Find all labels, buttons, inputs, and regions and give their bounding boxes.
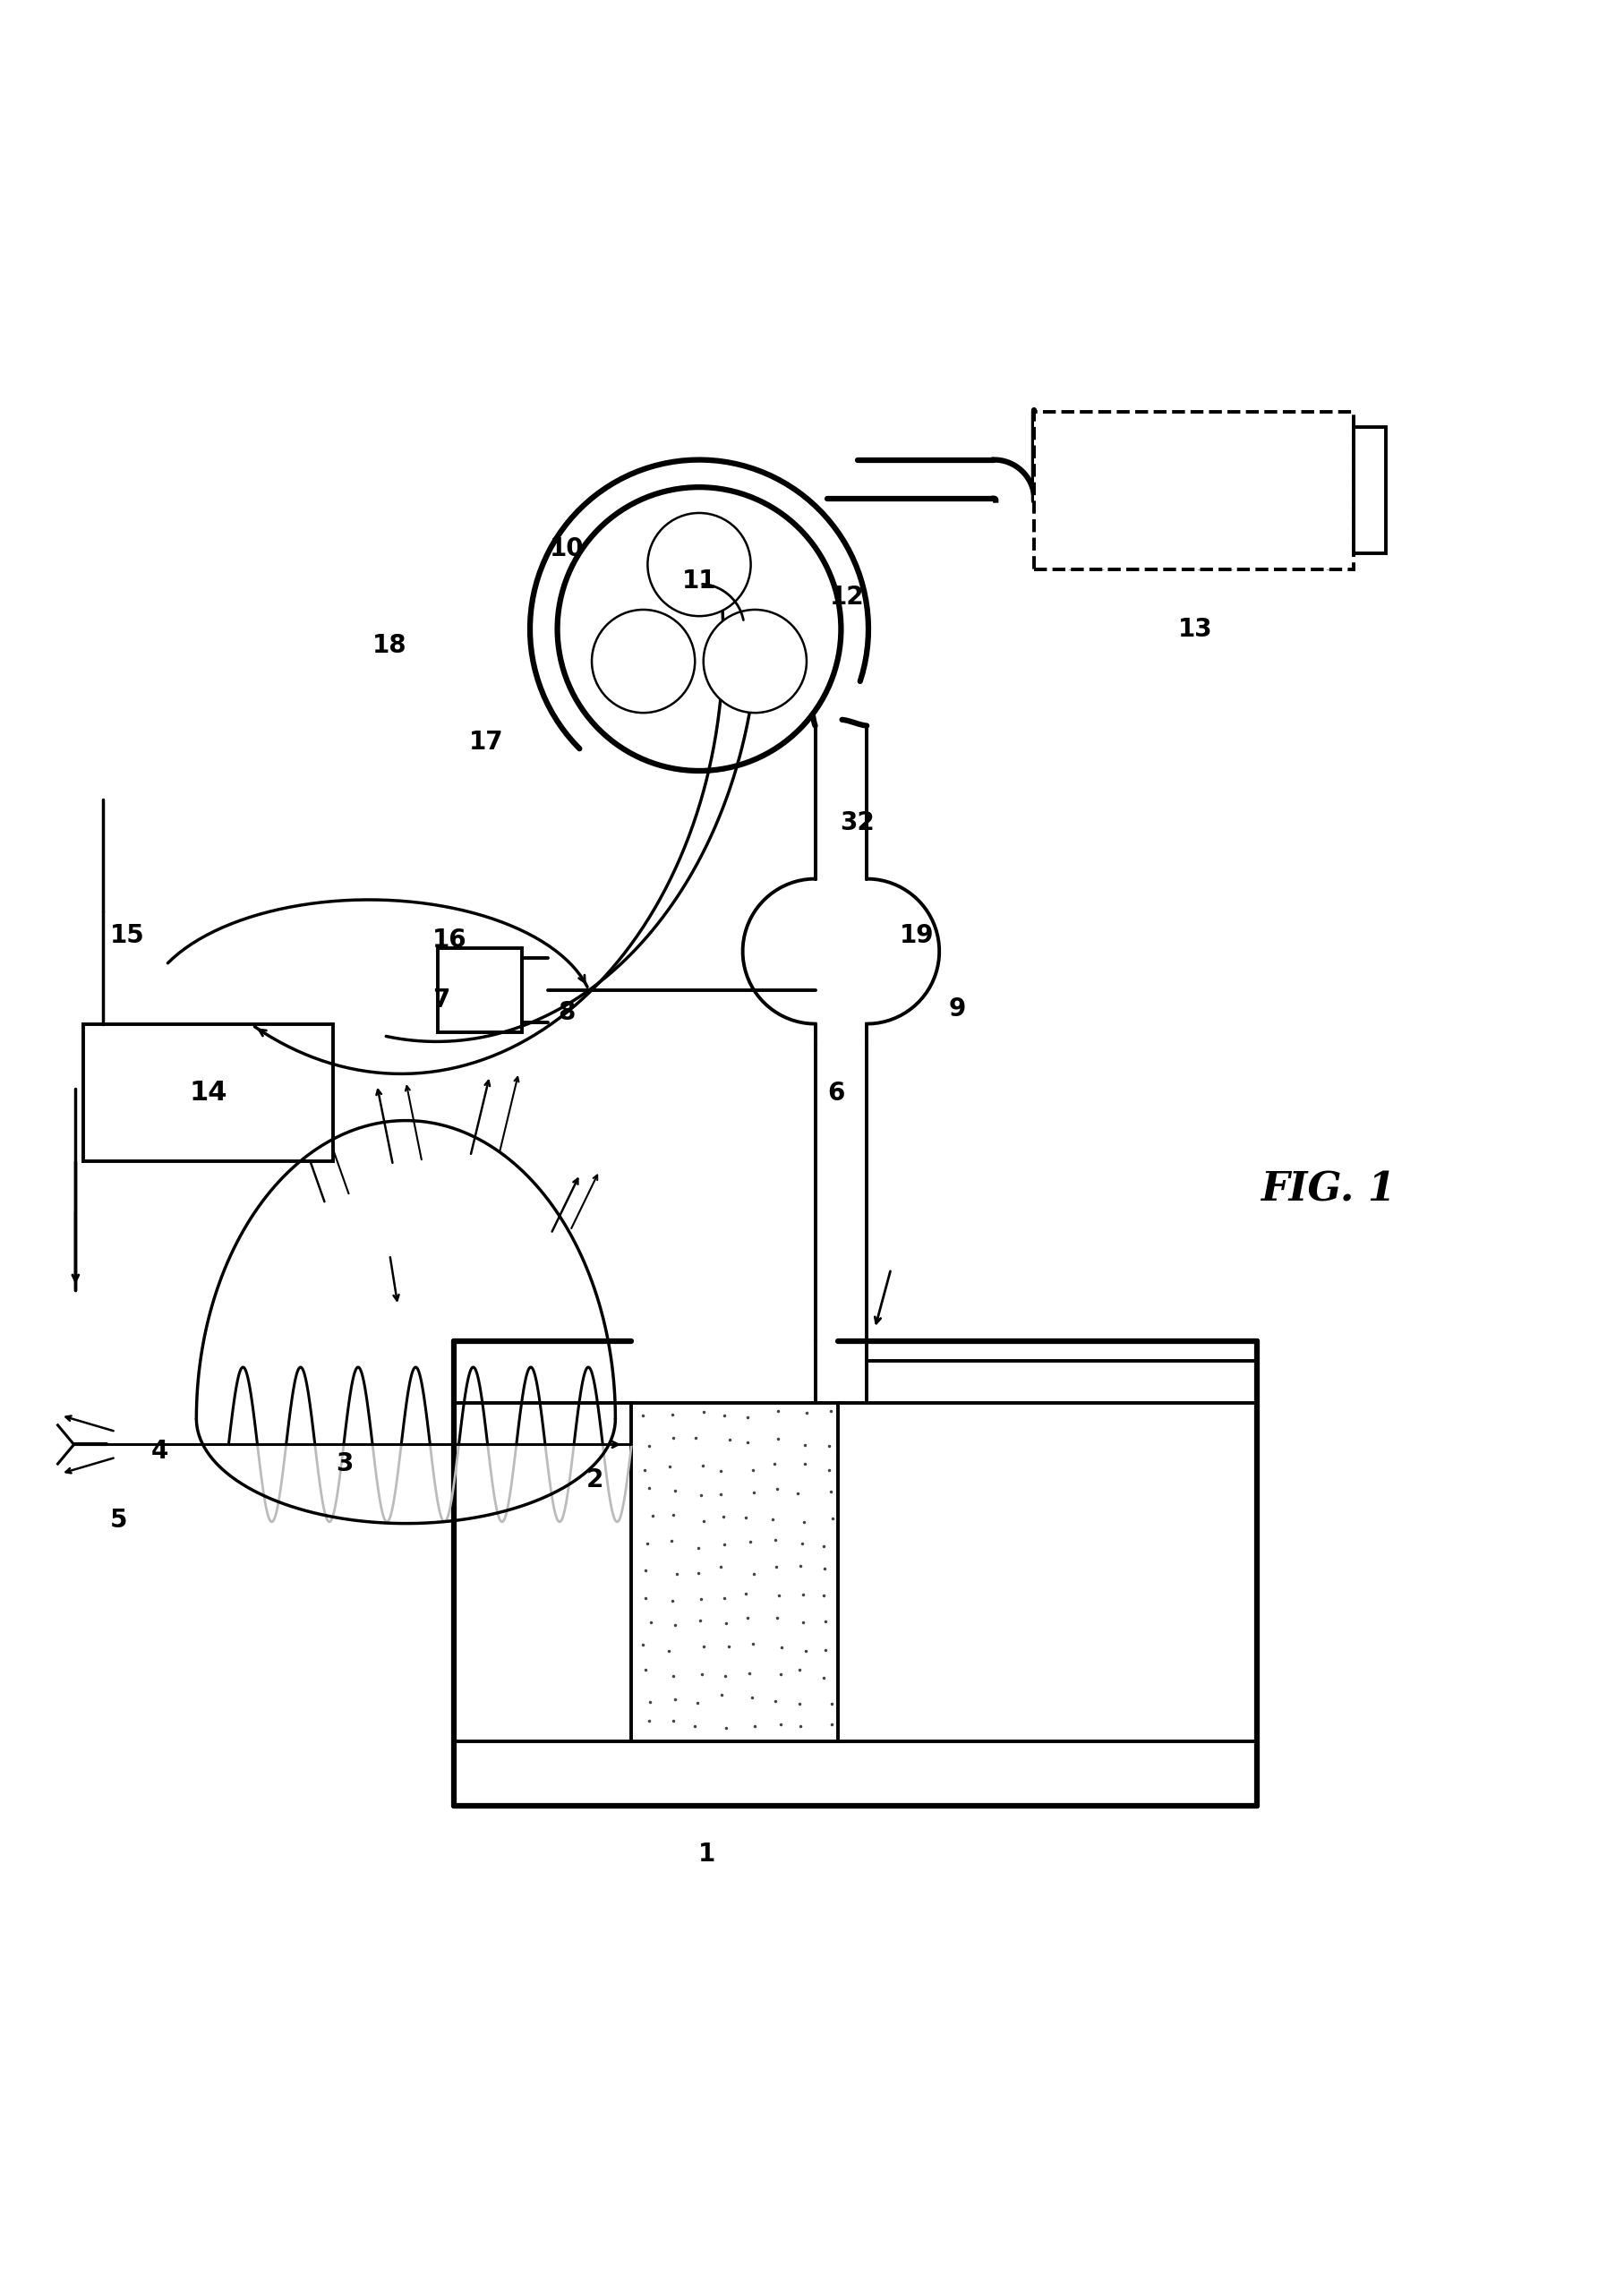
Bar [632, 1402, 838, 1742]
Text: 32: 32 [840, 810, 874, 836]
Text: 17: 17 [469, 728, 503, 753]
Text: 13: 13 [1179, 616, 1213, 642]
Text: 16: 16 [432, 927, 466, 952]
Text: 1: 1 [698, 1842, 716, 1867]
Bar [1353, 427, 1385, 552]
Text: 12: 12 [830, 584, 864, 610]
Text: 4: 4 [151, 1438, 167, 1463]
Bar [1034, 411, 1353, 568]
Text: 19: 19 [900, 922, 934, 947]
Text: 8: 8 [559, 1000, 577, 1025]
Circle shape [703, 610, 807, 712]
Text: 7: 7 [432, 986, 450, 1011]
Text: 2: 2 [586, 1468, 603, 1493]
Text: 5: 5 [110, 1507, 128, 1532]
Text: 6: 6 [828, 1080, 844, 1105]
Text: 18: 18 [372, 632, 408, 658]
Text: 15: 15 [110, 922, 145, 947]
Circle shape [591, 610, 695, 712]
Text: FIG. 1: FIG. 1 [1260, 1171, 1395, 1210]
Bar [83, 1023, 333, 1160]
Text: 3: 3 [336, 1452, 354, 1477]
Circle shape [648, 514, 750, 616]
Circle shape [557, 486, 841, 772]
Bar [438, 947, 521, 1032]
Text: 11: 11 [682, 568, 716, 594]
Text: 14: 14 [190, 1080, 227, 1105]
Text: 9: 9 [948, 998, 966, 1023]
Text: 10: 10 [551, 537, 585, 562]
